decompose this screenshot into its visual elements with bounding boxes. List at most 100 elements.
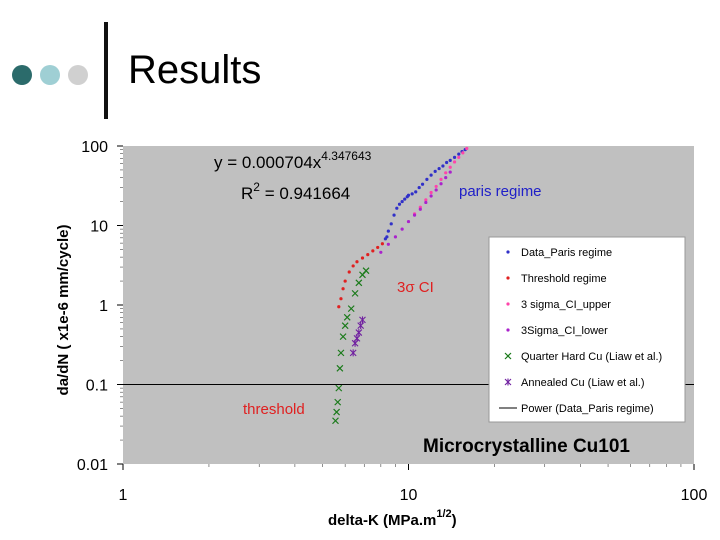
x-axis-label-end: ) — [452, 512, 457, 529]
legend-marker — [506, 276, 510, 280]
data-point — [444, 171, 448, 175]
y-tick-label: 0.01 — [77, 457, 108, 474]
series-5 — [349, 316, 366, 357]
data-point — [341, 322, 349, 330]
legend-label: Data_Paris regime — [521, 247, 612, 259]
y-tick-label: 10 — [90, 219, 108, 236]
data-point — [452, 155, 457, 159]
threshold-label: threshold — [243, 401, 305, 418]
data-point — [347, 270, 351, 274]
data-point — [334, 398, 342, 406]
x-tick-label: 1 — [119, 487, 128, 504]
series-4 — [332, 267, 370, 425]
data-point — [414, 190, 418, 194]
legend-box — [488, 236, 686, 423]
data-point — [439, 182, 443, 186]
decoration-dot-grey — [68, 65, 88, 85]
data-point — [434, 184, 438, 189]
data-point — [429, 190, 433, 195]
data-point — [412, 213, 417, 217]
legend-marker — [504, 352, 512, 360]
data-point — [343, 279, 347, 283]
legend-label: Power (Data_Paris regime) — [521, 403, 654, 415]
data-point — [448, 165, 452, 169]
slide-title: Results — [128, 48, 262, 92]
data-point — [333, 408, 341, 416]
r-squared-r: R — [241, 184, 253, 203]
data-point — [392, 213, 396, 217]
data-point — [457, 152, 461, 156]
series-1 — [337, 242, 384, 309]
data-point — [359, 316, 366, 324]
data-point — [441, 164, 445, 168]
data-point — [420, 182, 425, 186]
data-point — [434, 188, 438, 192]
data-point — [332, 417, 339, 425]
x-axis-label: delta-K (MPa.m1/2) — [328, 508, 457, 529]
data-point — [355, 279, 363, 287]
data-point — [343, 313, 351, 321]
data-point — [417, 185, 421, 190]
data-point — [360, 256, 365, 260]
x-axis-label-main: delta-K (MPa.m — [328, 512, 436, 529]
data-point — [429, 194, 433, 198]
data-point — [393, 235, 398, 239]
decoration-dot-dark — [12, 65, 32, 85]
data-point — [452, 160, 457, 164]
paris-regime-label: paris regime — [459, 183, 542, 200]
data-point — [397, 202, 402, 206]
data-point — [439, 177, 443, 182]
decoration-dot-light — [40, 65, 60, 85]
data-point — [461, 151, 465, 155]
x-axis-label-superscript: 1/2 — [436, 508, 451, 520]
data-point — [386, 242, 390, 246]
data-point — [429, 173, 433, 177]
material-label: Microcrystalline Cu101 — [423, 436, 630, 457]
series-3 — [379, 170, 452, 254]
data-point — [366, 253, 370, 257]
r-squared-exponent: 2 — [253, 180, 260, 194]
data-point — [386, 229, 390, 233]
series-2 — [412, 146, 469, 216]
data-point — [351, 289, 359, 297]
r-squared-text: R2 = 0.941664 — [241, 180, 350, 203]
data-point — [355, 329, 363, 337]
data-point — [400, 199, 404, 204]
data-point — [433, 169, 437, 173]
x-tick-label: 100 — [681, 487, 708, 504]
data-point — [357, 322, 365, 330]
data-point — [339, 297, 343, 301]
y-tick-label: 100 — [81, 139, 108, 156]
legend-label: Quarter Hard Cu (Liaw et al.) — [521, 351, 662, 363]
r-squared-value: = 0.941664 — [260, 184, 350, 203]
legend-marker — [504, 378, 512, 386]
data-point — [403, 197, 407, 201]
data-point — [362, 267, 370, 275]
y-tick-label: 0.1 — [86, 378, 108, 395]
data-point — [410, 192, 414, 196]
data-point — [406, 219, 411, 224]
data-point — [425, 177, 429, 182]
data-point — [380, 242, 384, 246]
y-tick-label: 1 — [99, 298, 108, 315]
legend-marker — [506, 328, 510, 332]
data-point — [400, 227, 404, 231]
data-point — [376, 245, 380, 250]
data-point — [336, 364, 344, 372]
x-tick-label: 10 — [400, 487, 418, 504]
legend-marker — [506, 302, 510, 306]
data-point — [339, 333, 347, 341]
equation-text: y = 0.000704x4.347643 — [214, 149, 372, 172]
data-point — [437, 166, 441, 171]
data-point — [337, 305, 341, 309]
legend-label: Annealed Cu (Liaw et al.) — [521, 377, 645, 389]
title-divider — [104, 22, 108, 119]
legend-label: 3Sigma_CI_lower — [521, 325, 608, 337]
data-point — [424, 200, 428, 205]
legend: Data_Paris regime Threshold regime 3 sigma… — [488, 236, 686, 423]
data-point — [385, 235, 389, 239]
series-0 — [383, 148, 467, 241]
data-point — [335, 384, 343, 392]
ci-label: 3σ CI — [397, 279, 434, 296]
